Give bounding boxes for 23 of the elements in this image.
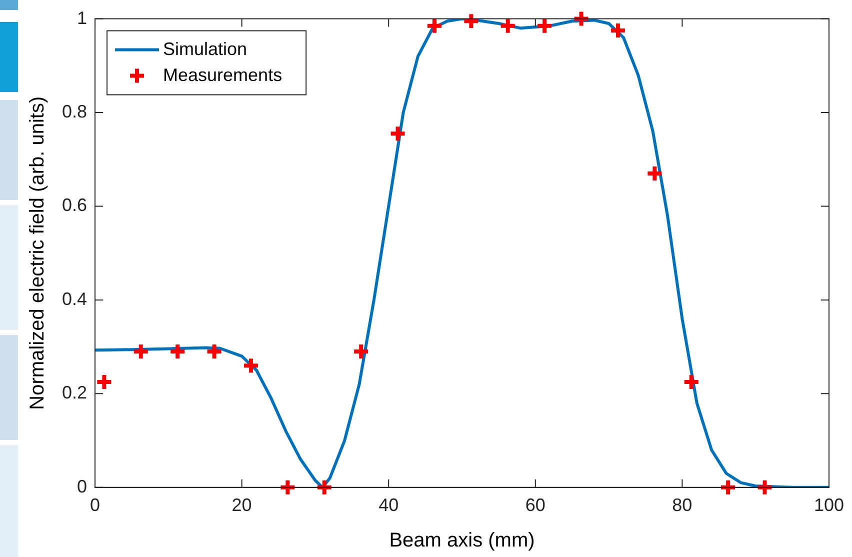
point bbox=[719, 478, 738, 496]
legend-label: Simulation bbox=[163, 38, 248, 59]
y-tick-label: 0.8 bbox=[62, 101, 88, 122]
x-tick-label: 40 bbox=[378, 495, 399, 516]
point bbox=[278, 478, 297, 496]
x-axis-title: Beam axis (mm) bbox=[389, 530, 535, 552]
point bbox=[315, 478, 334, 496]
point bbox=[572, 10, 590, 28]
y-tick-label: 1 bbox=[77, 8, 88, 28]
x-tick-label: 100 bbox=[814, 495, 844, 516]
x-tick-label: 20 bbox=[232, 495, 252, 516]
x-tick-label: 60 bbox=[525, 495, 546, 516]
x-tick-label: 80 bbox=[672, 495, 692, 516]
y-axis-title: Normalized electric field (arb. units) bbox=[26, 96, 49, 410]
point bbox=[388, 124, 407, 143]
y-tick-label: 0.2 bbox=[62, 382, 88, 403]
point bbox=[756, 478, 774, 496]
legend-label: Measurements bbox=[163, 64, 282, 85]
x-tick-label: 0 bbox=[90, 495, 100, 516]
y-tick-label: 0 bbox=[77, 476, 88, 496]
point bbox=[462, 12, 480, 30]
y-tick-label: 0.6 bbox=[62, 195, 88, 216]
y-tick-label: 0.4 bbox=[62, 288, 88, 309]
